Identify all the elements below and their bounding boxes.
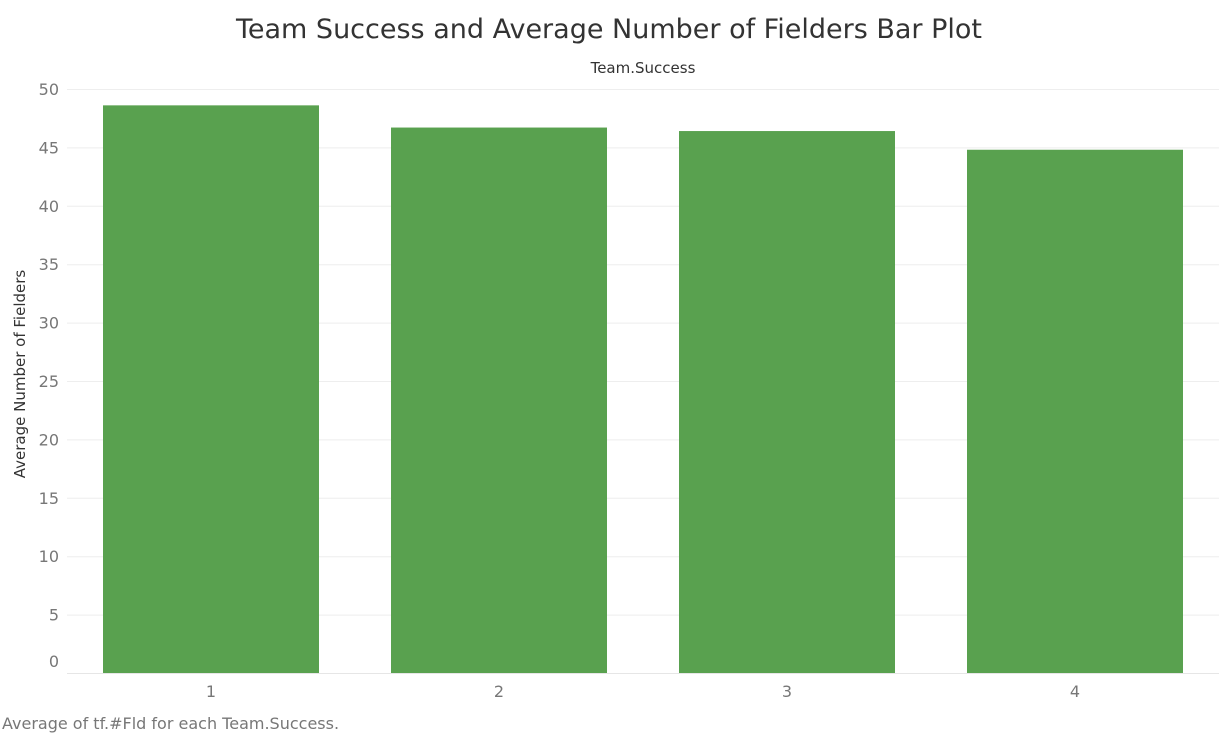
y-tick-label: 40 bbox=[39, 197, 59, 216]
y-tick-label: 25 bbox=[39, 372, 59, 391]
y-tick-label: 20 bbox=[39, 430, 59, 449]
chart-title: Team Success and Average Number of Field… bbox=[235, 14, 982, 45]
x-tick-label: 3 bbox=[782, 682, 792, 701]
y-tick-label: 0 bbox=[49, 652, 59, 671]
x-axis-ticks: 1 2 3 4 bbox=[206, 682, 1080, 701]
y-tick-label: 5 bbox=[49, 606, 59, 625]
y-tick-label: 10 bbox=[39, 547, 59, 566]
x-tick-label: 1 bbox=[206, 682, 216, 701]
bars bbox=[103, 105, 1183, 674]
column-header: Team.Success bbox=[590, 59, 696, 77]
y-tick-label: 50 bbox=[39, 80, 59, 99]
y-tick-label: 15 bbox=[39, 489, 59, 508]
x-tick-label: 4 bbox=[1070, 682, 1080, 701]
y-tick-label: 30 bbox=[39, 314, 59, 333]
bar-3 bbox=[679, 131, 895, 674]
y-tick-label: 45 bbox=[39, 138, 59, 157]
chart-caption: Average of tf.#Fld for each Team.Success… bbox=[2, 714, 339, 733]
y-tick-label: 35 bbox=[39, 255, 59, 274]
bar-2 bbox=[391, 127, 607, 673]
bar-1 bbox=[103, 105, 319, 674]
bar-4 bbox=[967, 149, 1183, 674]
y-axis-label: Average Number of Fielders bbox=[11, 270, 29, 479]
y-axis-ticks: 0 5 10 15 20 25 30 35 40 45 50 bbox=[39, 80, 59, 671]
x-tick-label: 2 bbox=[494, 682, 504, 701]
